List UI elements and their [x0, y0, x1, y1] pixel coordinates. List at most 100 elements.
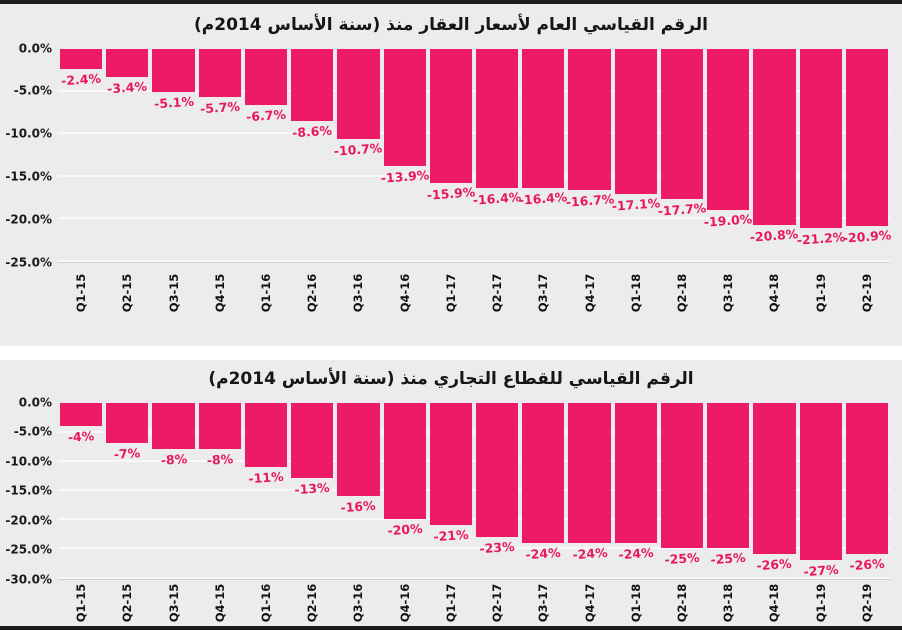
- x-axis-cell: Q2-16: [289, 580, 335, 626]
- bar-value-label: -4%: [67, 427, 95, 445]
- bar: [291, 402, 334, 479]
- gridline: [58, 518, 890, 521]
- bar-value-label: -26%: [848, 555, 885, 574]
- x-axis-cell: Q3-17: [520, 580, 566, 626]
- x-axis-label: Q2-19: [859, 583, 874, 622]
- bar-value-label: -21%: [432, 526, 469, 545]
- bar-cell: -2.4%: [58, 48, 104, 261]
- x-axis-label: Q3-15: [166, 583, 181, 622]
- bar: [337, 402, 380, 496]
- bar-value-label: -8.6%: [291, 123, 333, 141]
- bar-value-label: -17.7%: [657, 199, 707, 219]
- bar-value-label: -3.4%: [106, 78, 148, 97]
- y-axis-tick-label: -20.0%: [5, 212, 52, 227]
- bar: [799, 402, 842, 560]
- bar: [198, 402, 241, 450]
- bar-value-label: -25%: [710, 550, 747, 568]
- x-axis-cell: Q2-15: [104, 580, 150, 626]
- bar-cell: -19.0%: [703, 48, 753, 261]
- bar-value-label: -6.7%: [245, 106, 287, 125]
- x-axis-cell: Q1-16: [243, 580, 289, 626]
- bar: [152, 402, 195, 450]
- y-axis: 0.0% -5.0% -10.0% -15.0% -20.0% -25.0%: [5, 41, 58, 269]
- bar-value-label: -7%: [113, 445, 142, 463]
- x-axis-label: Q2-16: [305, 583, 320, 622]
- x-axis-cell: Q4-16: [382, 580, 428, 626]
- chart-body: 0.0% -5.0% -10.0% -15.0% -20.0% -25.0% -30.0% …: [0, 394, 902, 626]
- y-axis-tick-label: 0.0%: [18, 40, 52, 55]
- bar-cell: -21%: [428, 402, 474, 578]
- x-axis-cell: Q3-16: [335, 263, 381, 323]
- chart-panel-commercial-sector-index: الرقم القياسي للقطاع التجاري منذ (سنة ال…: [0, 360, 902, 626]
- bar-value-label: -24%: [571, 544, 608, 562]
- x-axis-label: Q4-15: [212, 583, 227, 622]
- x-axis-label: Q4-17: [582, 583, 597, 622]
- bar-cell: -20%: [382, 402, 428, 578]
- gridline: [58, 430, 890, 433]
- bar: [106, 402, 149, 444]
- bar: [475, 402, 519, 537]
- bars: -4% -7% -8% -8% -11% -13% -16% -20% -21% -23% -24%…: [58, 402, 890, 579]
- bar-cell: -16%: [335, 402, 381, 578]
- bar: [60, 48, 103, 69]
- bar-value-label: -24%: [617, 544, 654, 562]
- bar: [614, 48, 657, 194]
- x-axis-label: Q2-17: [490, 583, 505, 622]
- x-axis-label: Q1-15: [74, 583, 89, 622]
- x-axis-cell: Q2-18: [659, 263, 705, 323]
- y-axis-tick-label: -25.0%: [5, 542, 52, 557]
- x-axis-label: Q3-18: [721, 273, 736, 312]
- x-axis-cell: Q1-18: [613, 263, 659, 323]
- x-axis-cell: Q4-17: [566, 263, 612, 323]
- bar-cell: -7%: [104, 402, 150, 578]
- bar-value-label: -15.9%: [426, 184, 476, 204]
- x-axis-cell: Q4-15: [197, 580, 243, 626]
- x-axis-cell: Q2-19: [844, 580, 890, 626]
- bar-value-label: -20%: [386, 520, 423, 539]
- gridline: [58, 547, 890, 550]
- x-axis-cell: Q3-15: [150, 580, 196, 626]
- bar: [799, 48, 842, 229]
- bar: [291, 48, 334, 122]
- bar-value-label: -8%: [206, 451, 234, 469]
- x-axis-cell: Q1-15: [58, 580, 104, 626]
- bar-cell: -17.1%: [611, 48, 660, 261]
- top-border: [0, 0, 902, 4]
- bar: [753, 402, 796, 555]
- gridline: [58, 132, 890, 135]
- y-axis-tick-label: -30.0%: [5, 571, 52, 586]
- chart-title: الرقم القياسي للقطاع التجاري منذ (سنة ال…: [208, 369, 694, 389]
- x-axis-label: Q3-16: [351, 273, 366, 312]
- x-axis-label: Q2-17: [490, 273, 505, 312]
- bar-cell: -13%: [289, 402, 335, 578]
- x-axis-label: Q1-17: [443, 583, 458, 622]
- bar: [614, 402, 657, 543]
- bar: [845, 48, 888, 226]
- y-axis-tick-label: 0.0%: [18, 394, 52, 409]
- bar-cell: -16.7%: [565, 48, 614, 261]
- x-axis-label: Q3-15: [166, 273, 181, 312]
- bar-value-label: -20.8%: [749, 226, 800, 245]
- bar-cell: -5.1%: [150, 48, 196, 261]
- bar-value-label: -16.4%: [518, 188, 569, 208]
- bar-cell: -26%: [844, 402, 890, 578]
- bar-cell: -16.4%: [472, 48, 522, 261]
- bar-cell: -6.7%: [243, 48, 289, 261]
- x-axis-cell: Q3-18: [705, 263, 751, 323]
- bar-cell: -13.9%: [380, 48, 429, 261]
- x-axis-cell: Q2-16: [289, 263, 335, 323]
- y-axis-tick-label: -10.0%: [5, 126, 52, 141]
- x-axis-label: Q2-15: [120, 273, 135, 312]
- bar-cell: -3.4%: [104, 48, 150, 261]
- x-axis-label: Q2-18: [674, 583, 689, 622]
- x-axis-label: Q1-15: [74, 273, 89, 312]
- bar: [429, 48, 472, 184]
- bar-value-label: -5.7%: [199, 98, 241, 117]
- x-axis-label: Q2-18: [674, 273, 689, 312]
- y-axis-tick-label: -15.0%: [5, 169, 52, 184]
- bar-cell: -26%: [751, 402, 797, 578]
- x-axis: Q1-15 Q2-15 Q3-15 Q4-15 Q1-16 Q2-16 Q3-16 Q4-16…: [58, 263, 890, 323]
- x-axis-cell: Q1-17: [428, 580, 474, 626]
- x-axis-label: Q3-16: [351, 583, 366, 622]
- x-axis: Q1-15 Q2-15 Q3-15 Q4-15 Q1-16 Q2-16 Q3-16 Q4-16…: [58, 580, 890, 626]
